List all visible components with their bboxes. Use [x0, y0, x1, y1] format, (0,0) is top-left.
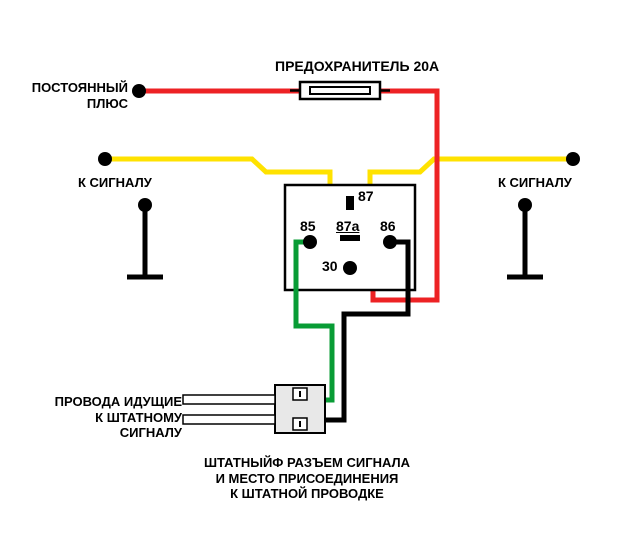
label-to-horn-right: К СИГНАЛУ	[498, 175, 572, 191]
label-pin-87: 87	[358, 188, 374, 204]
terminal-pin-86	[383, 235, 397, 249]
label-pin-85: 85	[300, 218, 316, 234]
label-pin-86: 86	[380, 218, 396, 234]
label-wires-to-horn: ПРОВОДА ИДУЩИЕ К ШТАТНОМУ СИГНАЛУ	[32, 394, 182, 441]
terminal-horn-right	[566, 152, 580, 166]
label-to-horn-left: К СИГНАЛУ	[78, 175, 152, 191]
terminal-horn-left	[98, 152, 112, 166]
terminal-pin-85	[303, 235, 317, 249]
stock-connector	[275, 385, 325, 433]
terminal-constant-plus	[132, 84, 146, 98]
label-pin-87a: 87a	[336, 218, 359, 234]
ground-left	[127, 198, 163, 277]
label-stock-connector: ШТАТНЫЙФ РАЗЪЕМ СИГНАЛА И МЕСТО ПРИСОЕДИ…	[192, 455, 422, 502]
label-pin-30: 30	[322, 258, 338, 274]
wiring-diagram: ПРЕДОХРАНИТЕЛЬ 20А ПОСТОЯННЫЙ ПЛЮС К СИГ…	[0, 0, 623, 544]
ground-right	[507, 198, 543, 277]
fuse	[290, 82, 390, 99]
pin-87a-bar	[340, 235, 360, 241]
label-constant-plus: ПОСТОЯННЫЙ ПЛЮС	[28, 80, 128, 111]
stock-wires	[183, 395, 275, 424]
pin-87-bar	[346, 196, 354, 210]
label-fuse: ПРЕДОХРАНИТЕЛЬ 20А	[275, 58, 439, 75]
terminal-pin-30	[343, 261, 357, 275]
